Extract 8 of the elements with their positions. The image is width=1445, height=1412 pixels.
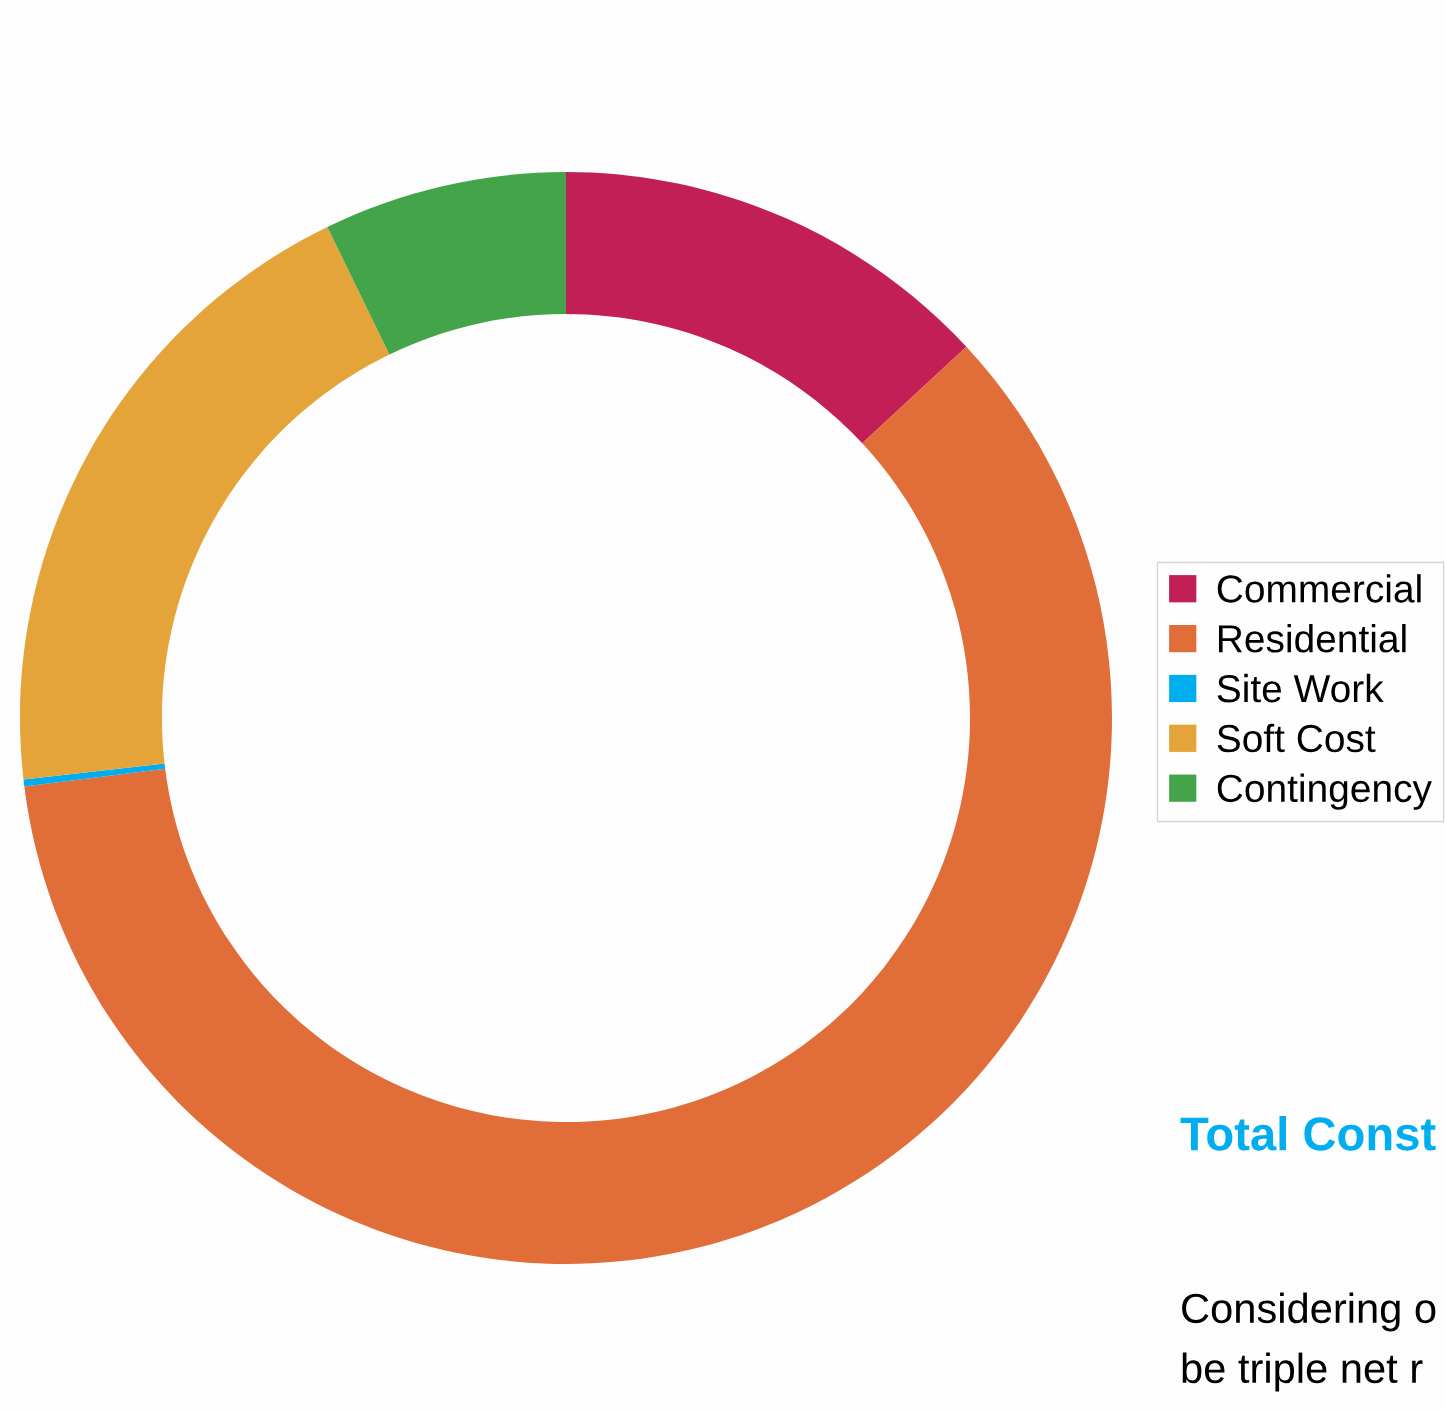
legend-label: Soft Cost — [1217, 723, 1376, 753]
legend-label: Commercial — [1217, 574, 1421, 603]
legend-label: Contingency — [1217, 773, 1432, 810]
text: Total Const — [1180, 1115, 1436, 1151]
text: be triple net r — [1182, 1352, 1423, 1392]
text: Considering o — [1182, 1292, 1436, 1332]
legend-label: Residential — [1218, 624, 1406, 653]
legend-label: Site Work — [1217, 673, 1384, 703]
